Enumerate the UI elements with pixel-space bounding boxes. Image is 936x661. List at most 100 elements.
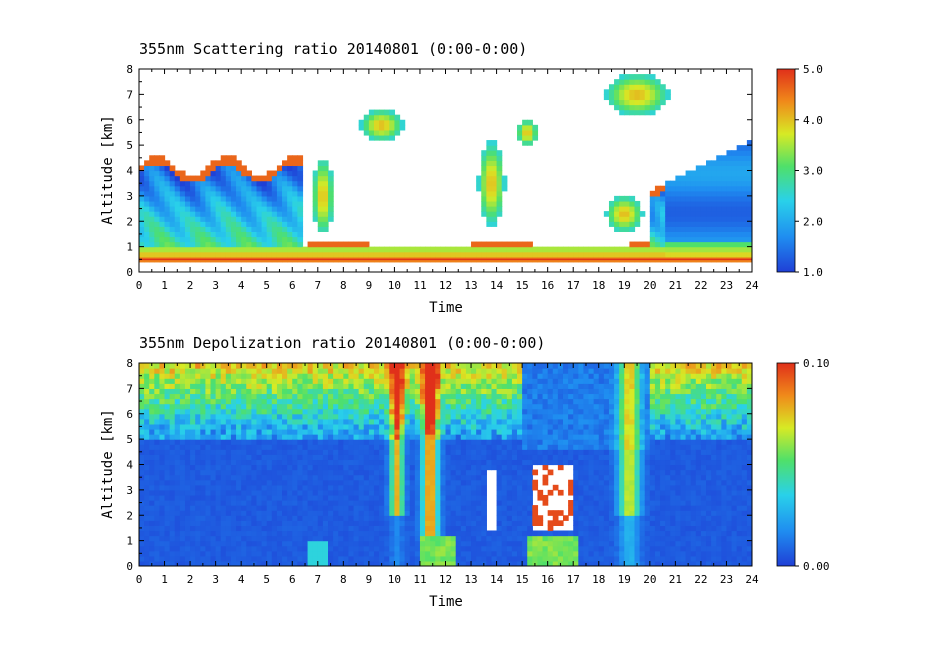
depolarization-ratio-heatmap-cell [501,373,508,379]
scattering-ratio-heatmap-cell [629,94,636,101]
depolarization-ratio-heatmap-cell [532,413,539,420]
depolarization-ratio-panel: 355nm Depolization ratio 20140801 (0:00-… [100,334,830,610]
depolarization-ratio-heatmap-cell [394,403,401,410]
depolarization-ratio-heatmap-cell [537,388,544,395]
depolarization-ratio-heatmap-cell [225,505,232,511]
depolarization-ratio-heatmap-cell [210,413,217,420]
depolarization-ratio-heatmap-cell [348,383,355,389]
depolarization-ratio-heatmap-cell [195,555,201,562]
scattering-ratio-heatmap-cell [139,236,145,243]
scattering-ratio-heatmap-cell [292,226,298,232]
scattering-ratio-heatmap-cell [501,251,508,258]
depolarization-ratio-heatmap-cell [358,413,365,420]
scattering-ratio-heatmap-cell [690,251,697,258]
depolarization-ratio-heatmap-cell [302,555,309,562]
depolarization-ratio-heatmap-cell [445,434,452,440]
depolarization-ratio-heatmap-cell [481,428,487,435]
depolarization-ratio-heatmap-cell [338,550,344,557]
depolarization-ratio-heatmap-cell [200,474,207,481]
depolarization-ratio-heatmap-cell [287,494,293,501]
scattering-ratio-heatmap-cell [624,89,630,95]
depolarization-ratio-heatmap-cell [317,363,324,369]
depolarization-ratio-heatmap-cell [414,368,421,374]
depolarization-ratio-heatmap-cell [562,439,569,445]
scattering-ratio-heatmap-cell [271,190,278,197]
depolarization-ratio-heatmap-cell [287,525,293,532]
depolarization-ratio-heatmap-cell [169,525,176,532]
depolarization-ratio-heatmap-cell [266,520,273,526]
depolarization-ratio-heatmap-cell [491,373,498,379]
depolarization-ratio-heatmap-cell [414,474,421,481]
depolarization-ratio-heatmap-cell [435,464,441,471]
depolarization-ratio-heatmap-cell [338,535,344,542]
depolarization-ratio-heatmap-cell [501,408,508,415]
depolarization-ratio-heatmap-cell [511,363,518,369]
scattering-ratio-heatmap-cell [271,211,278,217]
depolarization-ratio-heatmap-cell [266,469,273,476]
depolarization-ratio-heatmap-cell [328,489,334,496]
depolarization-ratio-heatmap-cell [394,520,401,526]
scattering-ratio-heatmap-cell [624,195,630,202]
depolarization-ratio-heatmap-cell [511,393,518,400]
depolarization-ratio-heatmap-cell [338,484,344,491]
scattering-ratio-heatmap-cell [670,241,676,248]
scattering-ratio-heatmap-cell [654,89,661,95]
scattering-ratio-heatmap-cell [328,180,334,187]
depolarization-ratio-heatmap-cell [568,550,574,557]
scattering-ratio-heatmap-cell [608,221,615,227]
depolarization-ratio-heatmap-cell [174,413,181,420]
scattering-ratio-heatmap-cell [225,216,232,222]
depolarization-ratio-heatmap-cell [287,505,293,511]
depolarization-ratio-heatmap-cell [230,423,237,430]
scattering-ratio-heatmap-cell [649,221,656,227]
depolarization-ratio-heatmap-cell [517,418,523,425]
scattering-ratio-heatmap-cell [149,165,155,172]
depolarization-ratio-heatmap-cell [486,545,493,552]
depolarization-ratio-heatmap-cell [537,540,544,547]
scattering-ratio-heatmap-cell [624,216,630,222]
depolarization-ratio-heatmap-cell [328,383,334,389]
depolarization-ratio-heatmap-cell [307,535,314,542]
scattering-ratio-heatmap-cell [215,190,222,197]
depolarization-ratio-heatmap-cell [547,428,554,435]
scattering-ratio-heatmap-cell [629,99,636,106]
depolarization-ratio-heatmap-cell [435,439,441,445]
depolarization-ratio-heatmap-cell [297,454,304,461]
depolarization-ratio-heatmap-cell [460,408,467,415]
scattering-ratio-heatmap-cell [328,246,334,253]
depolarization-ratio-heatmap-cell [261,439,268,445]
depolarization-ratio-heatmap-cell [399,444,406,450]
depolarization-ratio-heatmap-cell [184,545,191,552]
depolarization-ratio-heatmap-cell [435,363,441,369]
scattering-ratio-heatmap-cell [287,180,293,187]
depolarization-ratio-heatmap-cell [215,464,222,471]
depolarization-ratio-heatmap-cell [307,459,314,466]
depolarization-ratio-heatmap-cell [184,479,191,486]
scattering-ratio-heatmap-cell [532,251,539,258]
depolarization-ratio-heatmap-cell [460,500,467,506]
depolarization-ratio-heatmap-cell [414,434,421,440]
scattering-ratio-heatmap-cell [317,180,324,187]
depolarization-ratio-heatmap-cell [537,530,544,537]
depolarization-ratio-heatmap-cell [159,474,166,481]
depolarization-ratio-heatmap-cell [404,474,411,481]
depolarization-ratio-heatmap-cell [465,439,472,445]
depolarization-ratio-heatmap-cell [481,398,487,405]
depolarization-ratio-heatmap-cell [266,545,273,552]
scattering-ratio-heatmap-cell [394,124,401,131]
depolarization-ratio-heatmap-cell [287,439,293,445]
depolarization-ratio-heatmap-cell [297,550,304,557]
scattering-ratio-heatmap-cell [731,165,738,172]
scattering-ratio-heatmap-cell [629,200,636,207]
depolarization-ratio-heatmap-cell [256,525,263,532]
depolarization-ratio-heatmap-cell [266,535,273,542]
scattering-ratio-heatmap-cell [343,246,350,253]
depolarization-ratio-heatmap-cell [154,535,161,542]
scattering-ratio-heatmap-cell [700,246,707,253]
depolarization-ratio-heatmap-cell [215,449,222,455]
depolarization-ratio-heatmap-cell [287,535,293,542]
depolarization-ratio-heatmap-cell [414,525,421,532]
depolarization-ratio-heatmap-cell [338,403,344,410]
depolarization-ratio-heatmap-cell [164,378,171,384]
scattering-ratio-heatmap-cell [716,160,722,167]
